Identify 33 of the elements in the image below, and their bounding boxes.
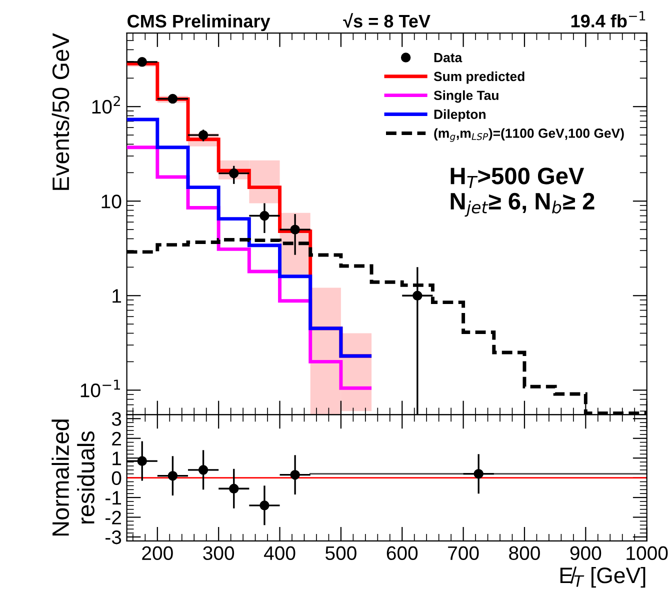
y-tick-label: -1 — [106, 491, 122, 505]
y-tick-label: 0 — [112, 471, 122, 486]
y-tick-label: 10$^{2}$ — [92, 96, 120, 114]
y-tick-label: 10 — [102, 194, 122, 208]
x-axis-title: E̸$_{T}$ [GeV] — [560, 566, 646, 588]
x-tick-label: 600 — [386, 546, 418, 560]
legend-label: Single Tau — [434, 90, 498, 103]
x-tick-label: 200 — [142, 546, 173, 560]
x-tick-label: 1000 — [626, 546, 668, 560]
y-tick-label: 10$^{−1}$ — [80, 380, 120, 398]
y-axis-title: Events/50 GeV — [52, 33, 70, 190]
x-tick-label: 700 — [448, 546, 479, 560]
y-tick-label: 2 — [112, 432, 121, 446]
x-tick-label: 300 — [203, 546, 234, 560]
x-tick-label: 900 — [570, 546, 602, 560]
text: √s = 8 TeV — [343, 13, 430, 28]
text: 19.4 fb$^{−1}$ — [571, 11, 646, 28]
x-tick-label: 500 — [326, 546, 356, 560]
legend-label: Dilepton — [434, 109, 486, 122]
legend-label: Data — [434, 53, 462, 62]
annotation: N$_{jet}$≥ 6, N$_{b}$≥ 2 — [450, 192, 594, 217]
y-tick-label: -3 — [106, 530, 122, 544]
y-tick-label: -2 — [106, 510, 121, 524]
y-tick-label: 1 — [112, 289, 122, 303]
x-tick-label: 400 — [264, 546, 296, 560]
annotation: H$_{T}$>500 GeV — [450, 168, 584, 188]
y-tick-label: 3 — [112, 412, 122, 426]
y-axis-title: Normalized residuals — [52, 420, 94, 536]
y-tick-label: 1 — [112, 452, 122, 466]
chart-title: CMS Preliminary — [128, 14, 270, 32]
legend-label: (m$_{g}$,m$_{LSP}$)=(1100 GeV,100 GeV) — [434, 128, 624, 142]
legend-label: Sum predicted — [434, 71, 524, 84]
x-tick-label: 800 — [509, 546, 540, 560]
